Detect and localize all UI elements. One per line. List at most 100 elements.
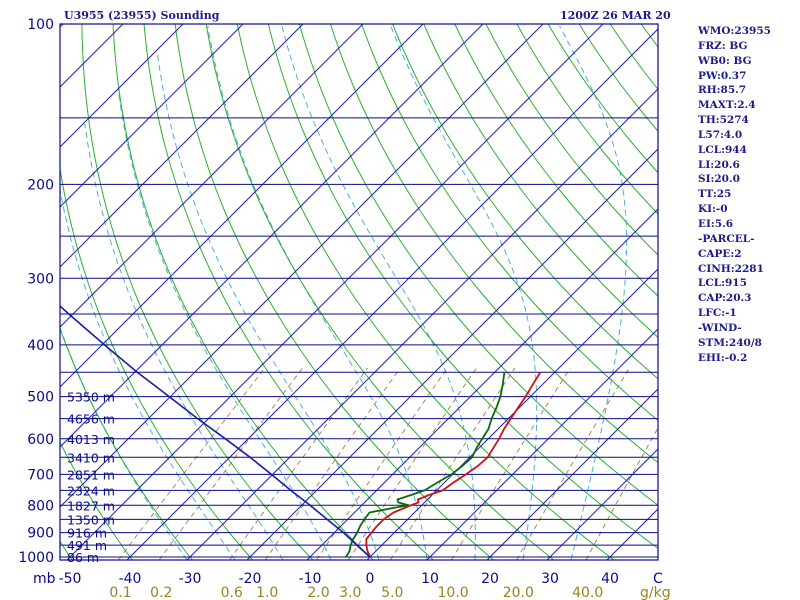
stat-item: -PARCEL- bbox=[698, 232, 755, 245]
mixing-ratio-line bbox=[450, 367, 571, 560]
moist-adiabat-line bbox=[281, 25, 476, 560]
height-label: 916 m bbox=[67, 526, 107, 541]
mixing-ratio-tick-label: 20.0 bbox=[503, 585, 534, 600]
dry-adiabat-line bbox=[205, 24, 555, 560]
parcel-trace bbox=[60, 304, 371, 558]
dry-adiabat-line bbox=[60, 165, 253, 560]
mixing-ratio-line bbox=[585, 426, 658, 560]
stat-item: FRZ: BG bbox=[698, 39, 748, 52]
stat-item: STM:240/8 bbox=[698, 336, 762, 349]
sounding-datetime: 1200Z 26 MAR 20 bbox=[560, 9, 671, 22]
dry-adiabat-line bbox=[81, 24, 314, 560]
isotherm-line bbox=[60, 24, 244, 208]
stats-panel: WMO:23955 FRZ: BG WB0: BG PW:0.37 RH:85.7 MAX… bbox=[698, 24, 771, 365]
sounding-title: U3955 (23955) Sounding bbox=[64, 9, 220, 22]
mixing-ratio-tick-label: 3.0 bbox=[339, 585, 361, 600]
mixing-ratio-tick-label: 40.0 bbox=[572, 585, 603, 600]
mixing-ratio-tick-label: 2.0 bbox=[307, 585, 329, 600]
mixing-ratio-line bbox=[229, 367, 369, 560]
dry-adiabat-line bbox=[578, 24, 658, 132]
dry-adiabat-line bbox=[485, 24, 658, 256]
dry-adiabat-line bbox=[236, 24, 615, 560]
dry-adiabat-line bbox=[174, 24, 494, 560]
isotherm-line bbox=[60, 24, 304, 268]
moist-adiabat-line bbox=[390, 25, 538, 560]
height-label: 2851 m bbox=[67, 467, 115, 482]
isotherm-line bbox=[306, 208, 658, 560]
stat-item: TT:25 bbox=[698, 188, 732, 201]
mixing-unit-label: g/kg bbox=[640, 585, 671, 600]
height-label: 2324 m bbox=[67, 483, 115, 498]
height-label: 1350 m bbox=[67, 512, 115, 527]
stat-item: EI:5.6 bbox=[698, 217, 734, 230]
mixing-ratio-line bbox=[347, 367, 477, 560]
mixing-ratio-line bbox=[389, 367, 516, 560]
stat-item: RH:85.7 bbox=[698, 84, 747, 97]
dry-adiabat-line bbox=[299, 24, 658, 506]
isotherm-line bbox=[60, 24, 184, 148]
mixing-ratio-tick-label: 5.0 bbox=[381, 585, 403, 600]
mixing-ratio-line bbox=[516, 367, 630, 560]
stat-item: CAPE:2 bbox=[698, 247, 742, 260]
mixing-ratio-line bbox=[117, 367, 266, 560]
stat-item: WB0: BG bbox=[698, 54, 752, 67]
mixing-ratio-tick-label: 0.6 bbox=[221, 585, 243, 600]
dry-adiabat-line bbox=[0, 24, 12, 560]
temperature-tick-label: -40 bbox=[119, 571, 142, 587]
moist-adiabat-line bbox=[156, 51, 380, 560]
dry-adiabat-line bbox=[267, 24, 658, 549]
dewpoint-trace bbox=[345, 372, 506, 558]
height-label: 1827 m bbox=[67, 498, 115, 513]
mixing-ratio-line bbox=[264, 367, 401, 560]
moist-adiabat-line bbox=[60, 326, 188, 560]
isotherm-line bbox=[426, 328, 658, 560]
dry-adiabat-line bbox=[361, 24, 658, 422]
isotherm-line bbox=[66, 24, 604, 560]
pressure-tick-label: 400 bbox=[27, 338, 54, 354]
temperature-tick-label: 30 bbox=[541, 571, 559, 587]
stat-item: PW:0.37 bbox=[698, 69, 747, 82]
pressure-unit-label: mb bbox=[33, 571, 56, 587]
stat-item: LCL:944 bbox=[698, 143, 747, 156]
moist-adiabat-line bbox=[84, 123, 284, 560]
temperature-trace bbox=[365, 371, 542, 558]
isotherm-line bbox=[0, 24, 3, 560]
pressure-tick-label: 1000 bbox=[18, 550, 54, 566]
isotherm-line bbox=[60, 24, 364, 328]
dry-adiabat-line bbox=[112, 24, 374, 560]
moist-adiabat-line bbox=[117, 89, 332, 560]
isotherm-line bbox=[486, 388, 658, 560]
moist-adiabat-line bbox=[559, 25, 628, 560]
dry-adiabat-line bbox=[60, 327, 193, 560]
pressure-tick-label: 900 bbox=[27, 526, 54, 542]
dry-adiabat-line bbox=[454, 24, 658, 297]
mixing-ratio-tick-label: 1.0 bbox=[256, 585, 278, 600]
mixing-ratio-tick-label: 0.2 bbox=[150, 585, 172, 600]
pressure-tick-label: 600 bbox=[27, 432, 54, 448]
dry-adiabat-line bbox=[143, 24, 434, 560]
pressure-tick-label: 800 bbox=[27, 498, 54, 514]
temperature-tick-label: -50 bbox=[59, 571, 82, 587]
isotherm-line bbox=[186, 88, 658, 560]
stat-item: -WIND- bbox=[698, 321, 742, 334]
stat-item: WMO:23955 bbox=[698, 25, 771, 37]
isotherm-line bbox=[246, 148, 658, 560]
dry-adiabat-line bbox=[423, 24, 658, 339]
isotherm-line bbox=[60, 24, 424, 388]
pressure-tick-label: 300 bbox=[27, 271, 54, 287]
stat-item: LCL:915 bbox=[698, 277, 747, 290]
isotherm-line bbox=[60, 24, 484, 448]
height-label: 5350 m bbox=[67, 390, 115, 405]
isotherm-line bbox=[126, 28, 658, 560]
mixing-ratio-line bbox=[158, 367, 303, 560]
dry-adiabat-line bbox=[392, 24, 658, 380]
dry-adiabat-line bbox=[330, 24, 658, 464]
temperature-tick-label: 20 bbox=[481, 571, 499, 587]
isotherm-line bbox=[546, 448, 658, 560]
stat-item: L57:4.0 bbox=[698, 128, 743, 141]
stat-item: LFC:-1 bbox=[698, 307, 737, 320]
stat-item: CAP:20.3 bbox=[698, 292, 752, 305]
height-label: 86 m bbox=[67, 550, 99, 565]
pressure-tick-label: 100 bbox=[27, 17, 54, 33]
